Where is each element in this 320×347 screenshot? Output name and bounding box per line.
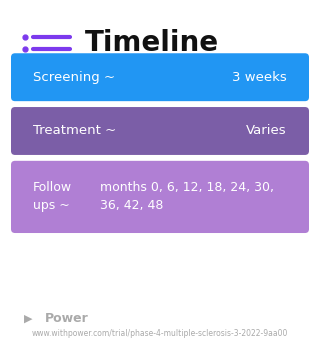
Text: Follow
ups ~: Follow ups ~ <box>33 181 72 212</box>
Text: 3 weeks: 3 weeks <box>232 71 287 84</box>
Text: Power: Power <box>45 313 89 325</box>
FancyBboxPatch shape <box>11 107 309 155</box>
Text: Treatment ~: Treatment ~ <box>33 125 116 137</box>
Text: Varies: Varies <box>246 125 287 137</box>
Text: Timeline: Timeline <box>85 29 219 57</box>
FancyBboxPatch shape <box>11 53 309 101</box>
Text: www.withpower.com/trial/phase-4-multiple-sclerosis-3-2022-9aa00: www.withpower.com/trial/phase-4-multiple… <box>32 330 288 339</box>
Text: months 0, 6, 12, 18, 24, 30,
36, 42, 48: months 0, 6, 12, 18, 24, 30, 36, 42, 48 <box>100 181 274 212</box>
FancyBboxPatch shape <box>11 161 309 233</box>
Text: ▶: ▶ <box>24 314 32 324</box>
Text: Screening ~: Screening ~ <box>33 71 115 84</box>
